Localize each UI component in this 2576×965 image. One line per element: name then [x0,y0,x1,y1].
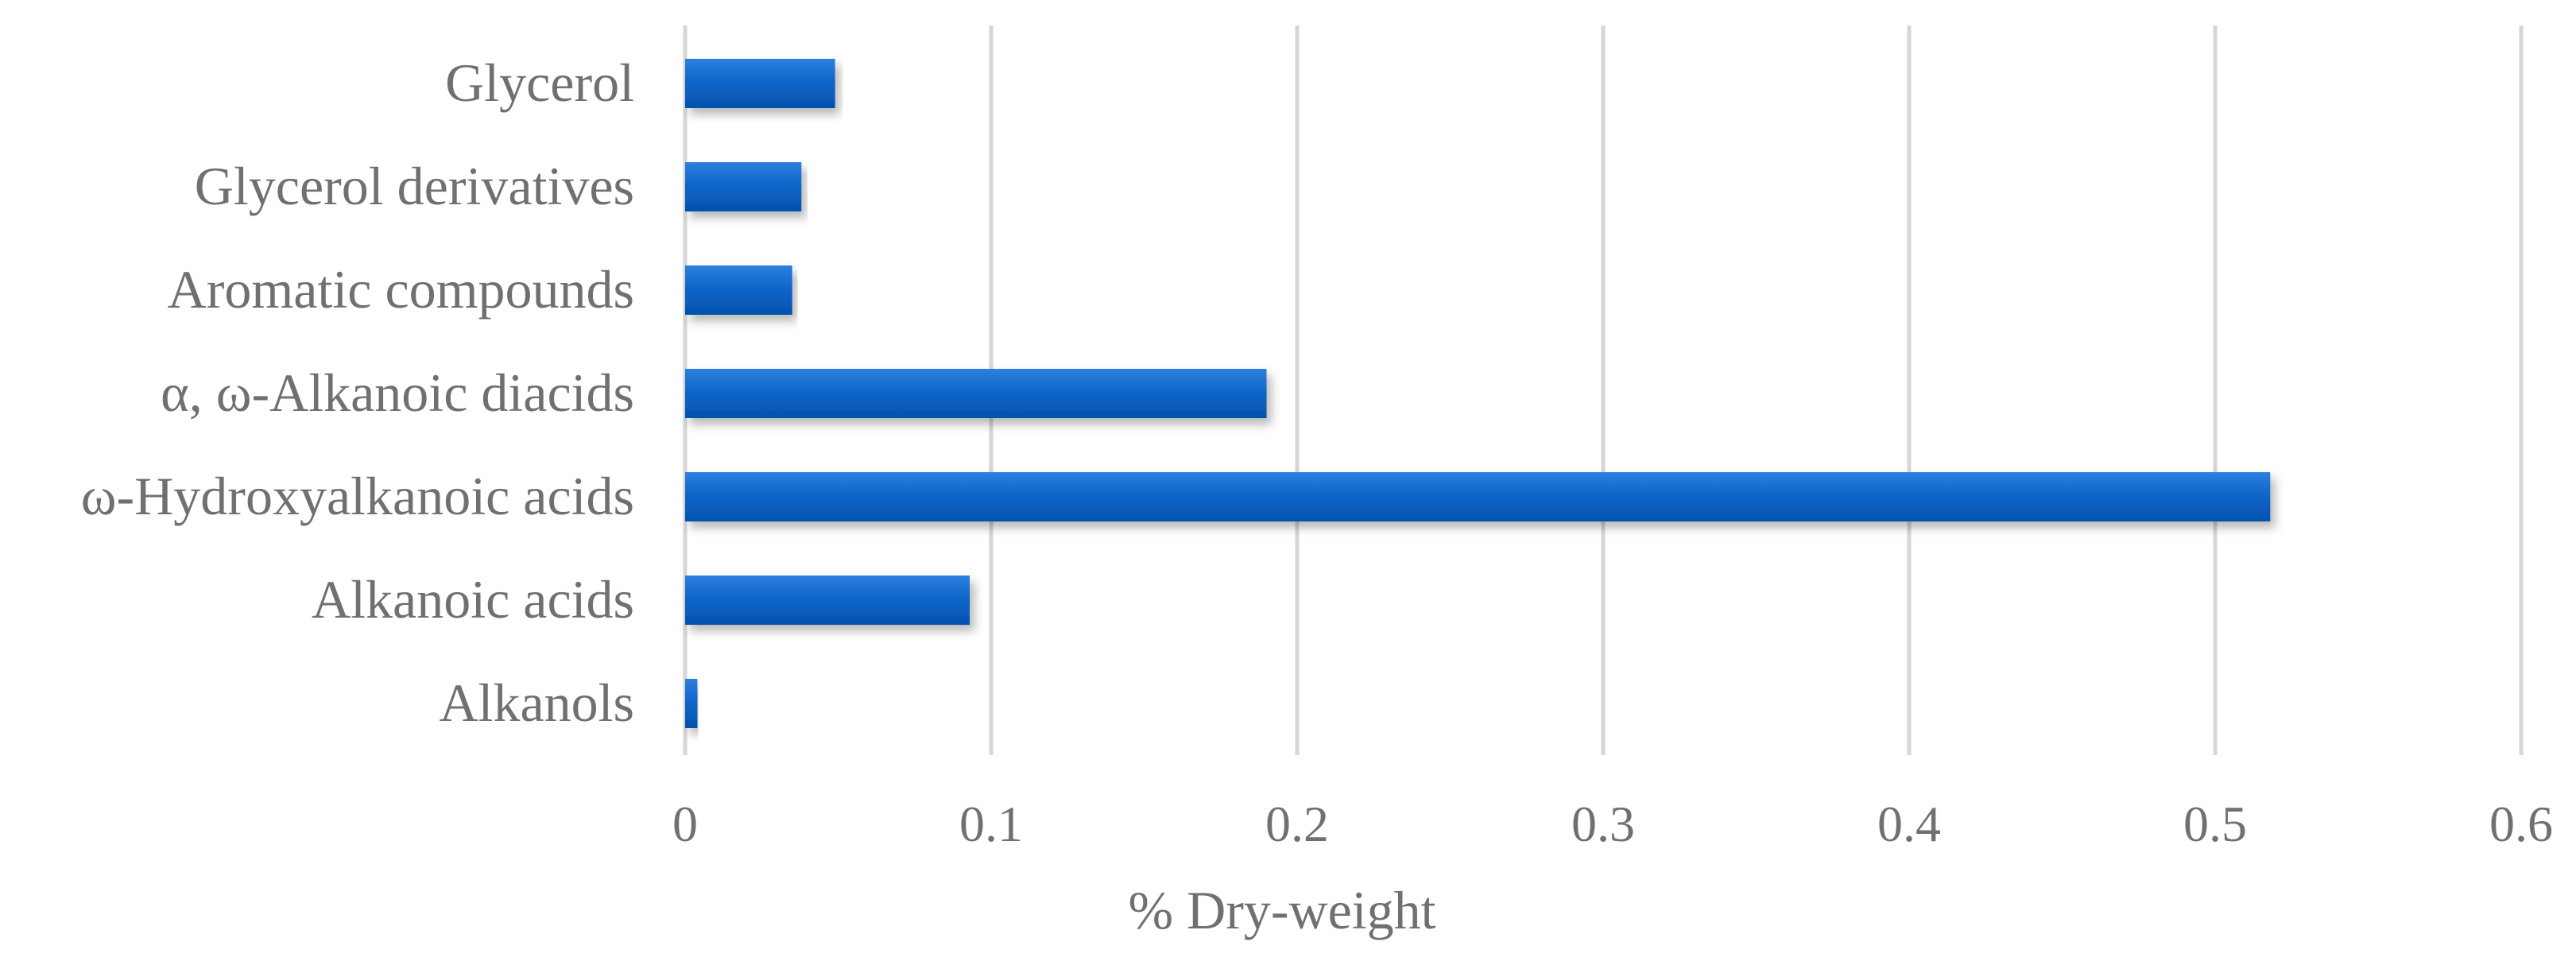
category-label: ω-Hydroxyalkanoic acids [81,466,634,526]
category-label: Alkanols [439,672,634,733]
x-tick-labels: 0 0.1 0.2 0.3 0.4 0.5 0.6 [672,796,2553,852]
x-tick-label: 0.5 [2183,796,2247,852]
bars [685,59,2271,728]
category-label: Alkanoic acids [312,569,634,630]
bar [685,472,2271,521]
category-label: α, ω-Alkanoic diacids [161,362,634,423]
category-label: Aromatic compounds [168,259,634,320]
category-labels: Glycerol Glycerol derivatives Aromatic co… [81,52,634,733]
bar [685,679,698,728]
category-label: Glycerol derivatives [195,156,634,216]
x-axis-title: % Dry-weight [1128,880,1435,940]
bar [685,265,792,315]
x-tick-label: 0.2 [1265,796,1329,852]
bar [685,162,802,211]
bar [685,576,970,625]
category-label: Glycerol [445,52,634,113]
x-tick-label: 0.6 [2489,796,2553,852]
x-tick-label: 0.1 [959,796,1023,852]
bar [685,59,835,108]
x-tick-label: 0.4 [1877,796,1941,852]
gridlines [683,25,2524,755]
x-tick-label: 0 [672,796,698,852]
x-tick-label: 0.3 [1571,796,1635,852]
bar [685,369,1267,418]
